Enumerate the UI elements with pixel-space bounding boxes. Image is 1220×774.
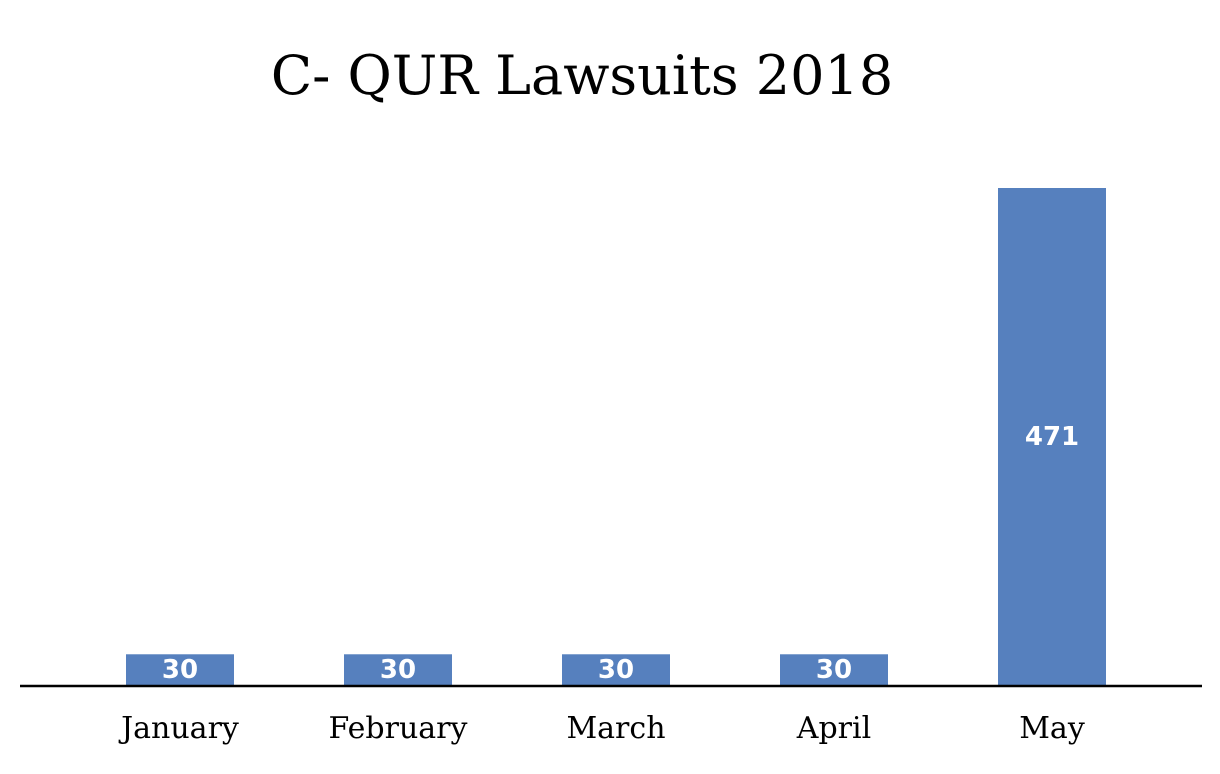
data-label-march: 30 xyxy=(598,655,634,685)
category-label-february: February xyxy=(329,711,468,746)
data-label-february: 30 xyxy=(380,655,416,685)
bar-january xyxy=(126,654,234,686)
category-labels-group: January February March April May xyxy=(118,711,1085,746)
data-label-april: 30 xyxy=(816,655,852,685)
data-label-may: 471 xyxy=(1025,422,1079,452)
category-label-march: March xyxy=(566,711,665,746)
chart-title: C- QUR Lawsuits 2018 xyxy=(271,44,893,107)
bar-february xyxy=(344,654,452,686)
category-label-may: May xyxy=(1019,711,1085,746)
data-label-january: 30 xyxy=(162,655,198,685)
bar-march xyxy=(562,654,670,686)
bar-april xyxy=(780,654,888,686)
category-label-april: April xyxy=(796,711,871,746)
bar-may xyxy=(998,188,1106,686)
bars-group: 30 30 30 30 471 xyxy=(126,188,1106,686)
category-label-january: January xyxy=(118,711,239,746)
